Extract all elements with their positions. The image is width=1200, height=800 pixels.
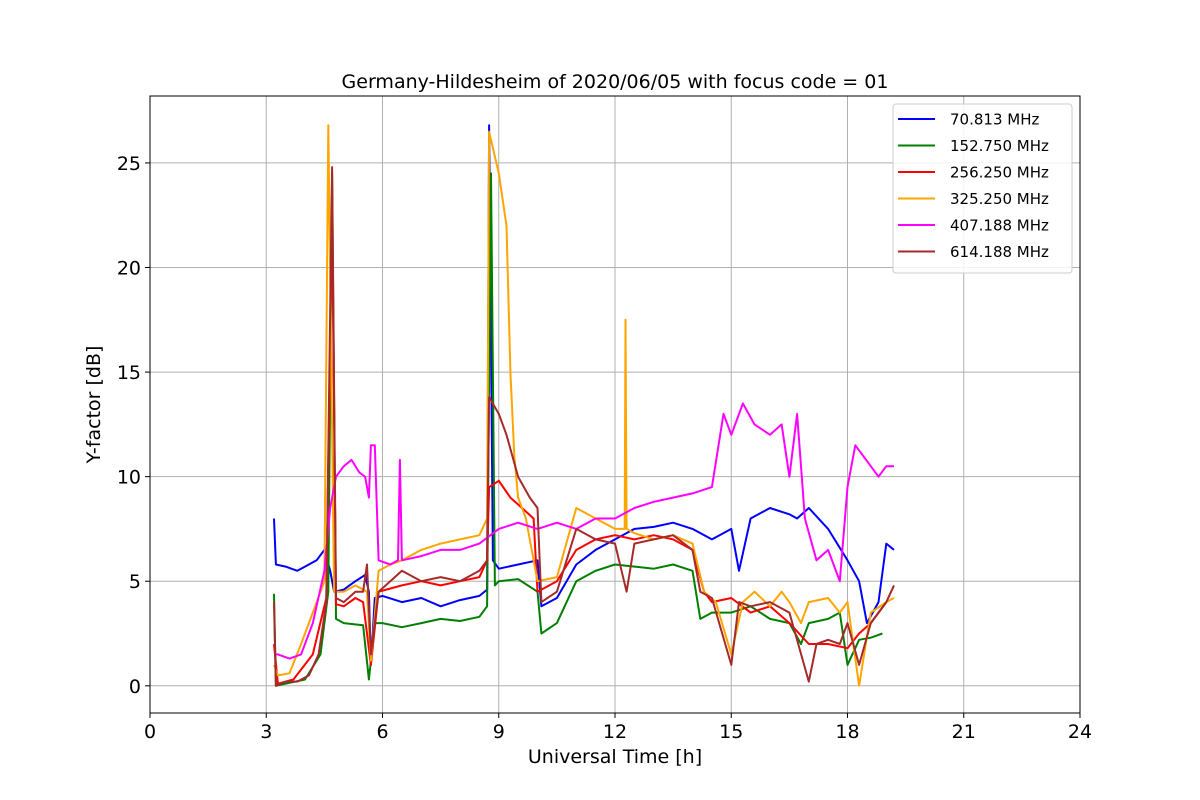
chart-title: Germany-Hildesheim of 2020/06/05 with fo…: [342, 71, 889, 93]
x-tick-label: 24: [1068, 721, 1092, 743]
legend-label: 152.750 MHz: [950, 137, 1049, 155]
series-line-6: [273, 166, 895, 687]
x-tick-label: 15: [719, 721, 743, 743]
y-axis-ticks: 0 5 10 15 20 25: [117, 153, 150, 698]
x-axis-ticks: 0 3 6 9 12 15 18 21 24: [144, 713, 1092, 743]
series-line-3: [273, 214, 888, 685]
legend-label: 70.813 MHz: [950, 111, 1039, 129]
series-line-5: [274, 402, 894, 660]
legend: 70.813 MHz 152.750 MHz 256.250 MHz 325.250 …: [892, 103, 1073, 274]
x-tick-label: 21: [952, 721, 976, 743]
legend-label: 614.188 MHz: [950, 243, 1049, 261]
legend-label: 407.188 MHz: [950, 217, 1049, 235]
x-tick-label: 3: [260, 721, 272, 743]
series-line-4: [273, 124, 895, 687]
x-tick-label: 18: [835, 721, 859, 743]
legend-label: 325.250 MHz: [950, 190, 1049, 208]
series-lines: [273, 124, 895, 687]
y-tick-label: 15: [117, 362, 141, 384]
legend-box: [892, 103, 1073, 274]
legend-label: 256.250 MHz: [950, 164, 1049, 182]
x-tick-label: 9: [493, 721, 505, 743]
y-axis-label: Y-factor [dB]: [83, 346, 105, 465]
x-axis-label: Universal Time [h]: [528, 746, 702, 768]
y-tick-label: 5: [129, 571, 141, 593]
y-tick-label: 10: [117, 467, 141, 489]
x-tick-label: 12: [603, 721, 627, 743]
y-tick-label: 0: [129, 676, 141, 698]
y-tick-label: 20: [117, 258, 141, 280]
x-tick-label: 6: [376, 721, 388, 743]
y-tick-label: 25: [117, 153, 141, 175]
x-tick-label: 0: [144, 721, 156, 743]
